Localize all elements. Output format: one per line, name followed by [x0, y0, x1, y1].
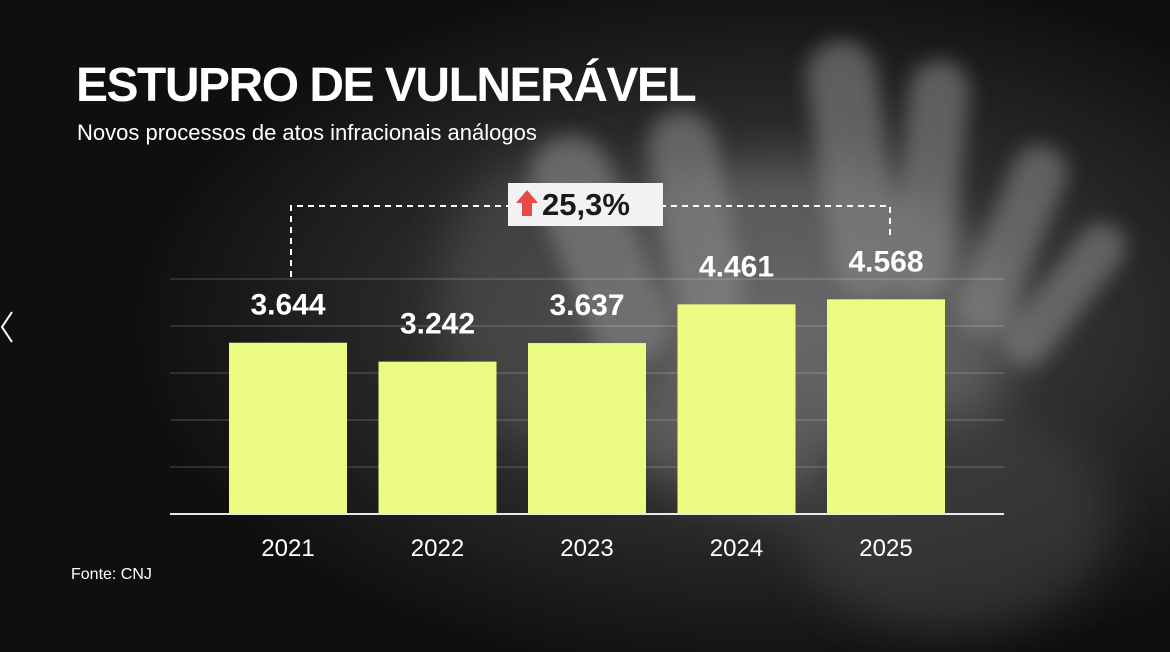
x-tick-label-2022: 2022: [411, 535, 464, 562]
chart-title: ESTUPRO DE VULNERÁVEL: [76, 59, 697, 112]
x-tick-label-2021: 2021: [261, 535, 314, 562]
arrow-up-icon: [516, 190, 538, 216]
bar-2022: [378, 361, 497, 514]
x-tick-label-2025: 2025: [859, 535, 912, 562]
bar-2023: [528, 343, 646, 514]
bar-2021: [229, 342, 347, 514]
value-label-2021: 3.644: [250, 289, 325, 322]
source-note: Fonte: CNJ: [71, 566, 152, 583]
value-label-2022: 3.242: [400, 308, 475, 341]
change-badge-label: 25,3%: [542, 187, 630, 222]
value-label-2024: 4.461: [699, 250, 774, 283]
value-label-2023: 3.637: [549, 289, 624, 322]
change-badge: 25,3%: [508, 183, 663, 226]
chart-subtitle: Novos processos de atos infracionais aná…: [77, 120, 537, 145]
bar-2025: [827, 299, 945, 514]
value-label-2025: 4.568: [848, 245, 923, 278]
x-tick-label-2023: 2023: [560, 535, 613, 562]
x-tick-label-2024: 2024: [710, 535, 763, 562]
chevron-left-icon[interactable]: [0, 310, 16, 344]
bar-2024: [677, 304, 796, 514]
change-bracket-line: [290, 205, 891, 277]
change-badge-background: [508, 183, 663, 226]
